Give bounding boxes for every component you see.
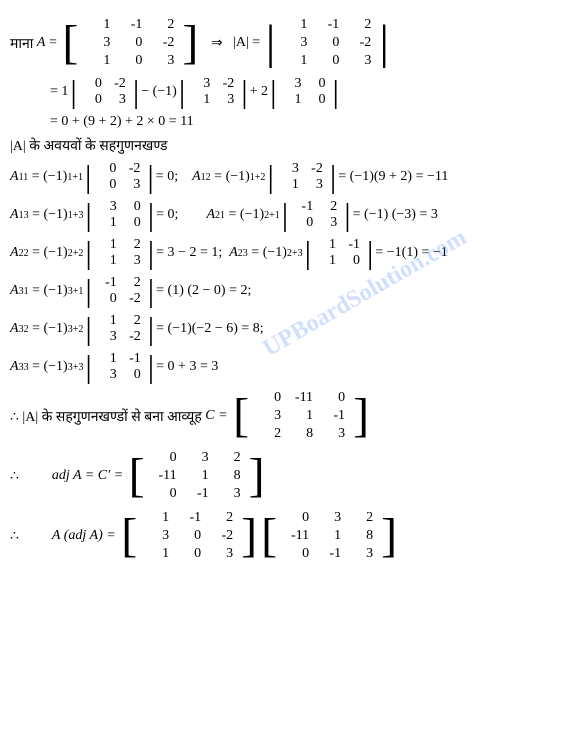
C-var: C = [205,408,227,424]
cofactor-row-3: A22 = (−1)2+2 | 12 13 | = 3 − 2 = 1; A23… [10,237,554,269]
therefore-1: ∴ [10,468,19,485]
matrix-A: [ 1-12 30-2 103 ] [62,16,198,70]
equation-line-3: = 0 + (9 + 2) + 2 × 0 = 11 [50,114,554,130]
matrix-adjA-final: [ 032 -1118 0-13 ] [261,509,397,563]
prefix-text: माना [10,34,33,53]
det-m3: | 30 10 | [270,76,339,108]
A-adjA-label: A (adj A) = [52,528,116,544]
mid2: + 2 [250,84,268,100]
C-prefix: ∴ |A| के सहगुणनखण्डों से बना आव्यूह [10,407,202,426]
det-m2: | 3-2 13 | [179,76,248,108]
det-label: |A| [233,35,249,51]
implies: ⇒ [211,35,223,52]
det-A: | 1-12 30-2 103 | [266,16,389,70]
cofactor-row-4: A31 = (−1)3+1 | -12 0-2 | = (1) (2 − 0) … [10,275,554,307]
matrix-C: [ 0-110 31-1 283 ] [233,389,369,443]
adj-label: adj A = C′ = [52,468,123,484]
var-A: A [37,35,46,51]
equation-line-1: माना A = [ 1-12 30-2 103 ] ⇒ |A| = | 1-1… [10,16,554,70]
adj-A-line: ∴ adj A = C′ = [ 032 -1118 0-13 ] [10,449,554,503]
cofactor-row-1: A11 = (−1)1+1 | 0-2 03 | = 0; A12 = (−1)… [10,161,554,193]
matrix-A-final: [ 1-12 30-2 103 ] [121,509,257,563]
therefore-2: ∴ [10,528,19,545]
cofactor-row-2: A13 = (−1)1+3 | 30 10 | = 0; A21 = (−1)2… [10,199,554,231]
cofactor-row-5: A32 = (−1)3+2 | 12 3-2 | = (−1)(−2 − 6) … [10,313,554,345]
A-adjA-line: ∴ A (adj A) = [ 1-12 30-2 103 ] [ 032 -1… [10,509,554,563]
mid1: − (−1) [141,84,177,100]
cofactor-row-6: A33 = (−1)3+3 | 1-1 30 | = 0 + 3 = 3 [10,351,554,383]
cofactor-heading: |A| के अवयवों के सहगुणनखण्ड [10,136,554,155]
matrix-adj: [ 032 -1118 0-13 ] [129,449,265,503]
equation-line-2: = 1 | 0-2 03 | − (−1) | 3-2 13 | + 2 | 3… [50,76,554,108]
coef-1: = 1 [50,84,68,100]
matrix-C-line: ∴ |A| के सहगुणनखण्डों से बना आव्यूह C = … [10,389,554,443]
det-m1: | 0-2 03 | [70,76,139,108]
